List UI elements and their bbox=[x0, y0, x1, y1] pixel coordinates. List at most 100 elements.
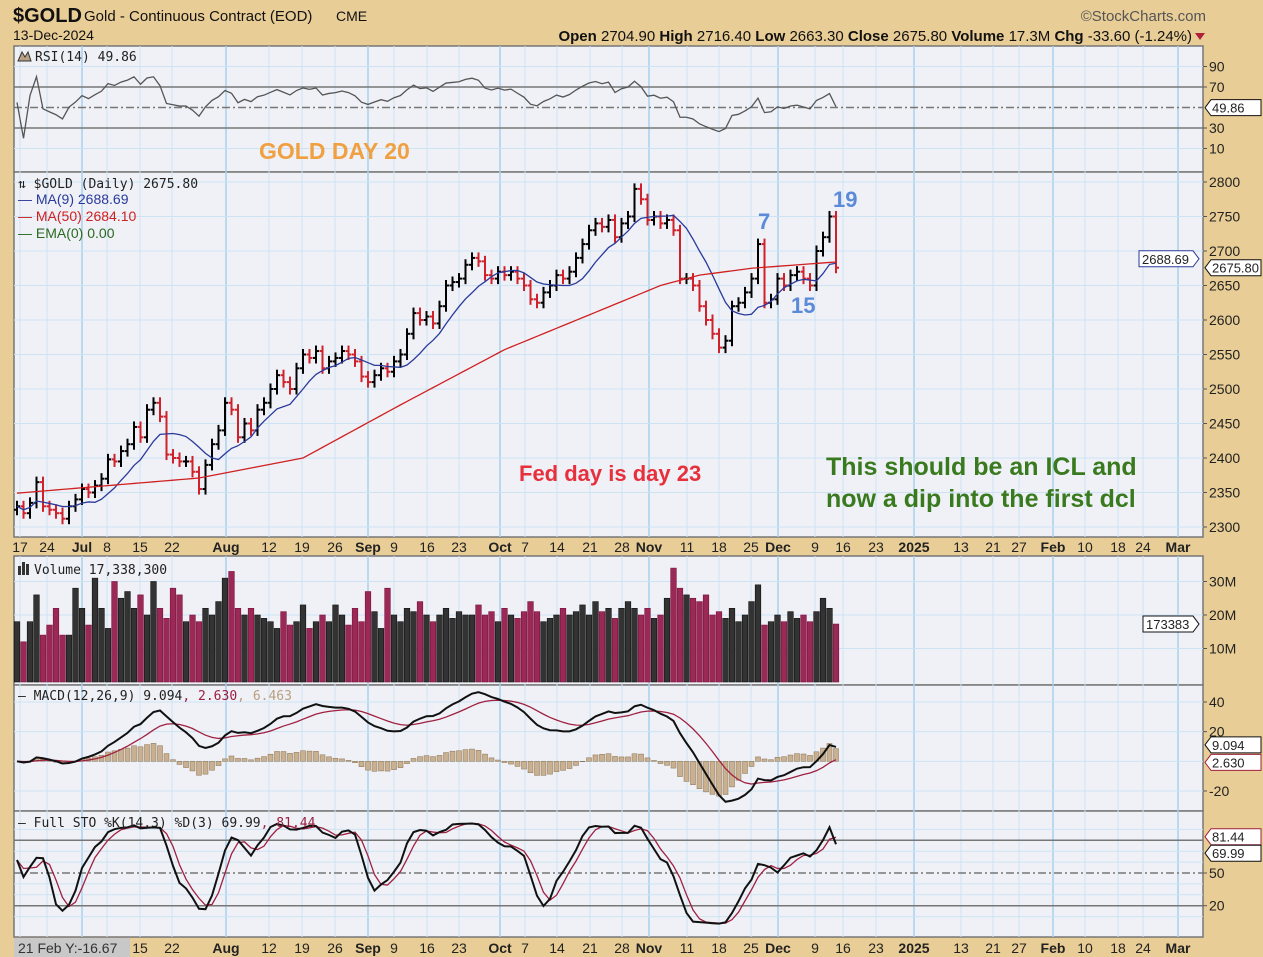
macd-histogram-bar bbox=[527, 761, 534, 773]
price-bar bbox=[625, 210, 631, 229]
price-bar bbox=[677, 224, 683, 285]
volume-bar bbox=[728, 607, 736, 683]
price-bar bbox=[157, 397, 163, 423]
macd-histogram-bar bbox=[417, 756, 423, 762]
x-tick-label-top: 15 bbox=[132, 539, 148, 555]
volume-bar bbox=[462, 614, 469, 683]
price-bar bbox=[222, 397, 228, 436]
x-tick-label-top: 23 bbox=[868, 539, 884, 555]
macd-histogram-bar bbox=[631, 753, 638, 762]
price-tick-label: 2500 bbox=[1209, 381, 1240, 397]
volume-bar bbox=[832, 623, 840, 683]
price-bar bbox=[215, 424, 222, 450]
price-bar bbox=[274, 369, 280, 395]
volume-bar bbox=[676, 587, 684, 683]
volume-bar bbox=[637, 614, 645, 683]
volume-bar bbox=[130, 607, 138, 683]
x-tick-label-bottom: 16 bbox=[419, 940, 435, 956]
macd-histogram-bar bbox=[183, 761, 189, 768]
x-tick-label-top: 2025 bbox=[898, 539, 929, 555]
volume-bar bbox=[488, 611, 495, 683]
price-bar bbox=[261, 397, 267, 416]
volume-bar bbox=[176, 594, 183, 683]
x-tick-label-bottom: 21 bbox=[985, 940, 1001, 956]
macd-histogram-bar bbox=[514, 761, 521, 767]
price-bar bbox=[196, 466, 202, 495]
macd-histogram-bar bbox=[456, 750, 462, 762]
price-tick-label: 2650 bbox=[1209, 278, 1240, 294]
macd-histogram-bar bbox=[209, 761, 215, 771]
macd-histogram-bar bbox=[807, 755, 813, 762]
x-tick-label-bottom: 19 bbox=[294, 940, 310, 956]
volume-tag: 173383 bbox=[1146, 617, 1189, 632]
volume-bar bbox=[325, 621, 333, 683]
ma9-line bbox=[16, 214, 837, 511]
volume-bar bbox=[475, 604, 482, 683]
crosshair-readout: 21 Feb Y:-16.67 bbox=[18, 940, 118, 956]
volume-bar bbox=[247, 607, 255, 683]
price-bar bbox=[644, 193, 651, 226]
macd-histogram-bar bbox=[774, 757, 781, 762]
macd-histogram-bar bbox=[352, 761, 358, 763]
volume-bar bbox=[527, 601, 534, 683]
x-tick-label-top: Dec bbox=[765, 539, 791, 555]
volume-bar bbox=[449, 618, 456, 683]
note-line-1: This should be an ICL and bbox=[826, 453, 1137, 481]
price-bar bbox=[417, 307, 423, 326]
sto-tick-label: 20 bbox=[1209, 898, 1225, 914]
price-bar bbox=[696, 279, 703, 312]
volume-bar bbox=[117, 597, 125, 683]
x-tick-label-bottom: Aug bbox=[212, 940, 239, 956]
volume-bar bbox=[98, 607, 105, 683]
x-tick-label-top: 18 bbox=[711, 539, 727, 555]
volume-bar bbox=[546, 618, 554, 683]
x-tick-label-top: 18 bbox=[1110, 539, 1126, 555]
x-tick-label-top: Jul bbox=[72, 539, 92, 555]
rsi-tick-label: 70 bbox=[1209, 79, 1225, 95]
price-bar bbox=[742, 286, 748, 309]
x-tick-label-top: 12 bbox=[261, 539, 277, 555]
volume-tick-label: 20M bbox=[1209, 607, 1236, 623]
price-tick-label: 2300 bbox=[1209, 519, 1240, 535]
x-tick-label-top: 24 bbox=[1135, 539, 1151, 555]
volume-bar bbox=[241, 614, 248, 683]
macd-histogram-bar bbox=[215, 761, 222, 766]
x-tick-label-top: Feb bbox=[1041, 539, 1066, 555]
volume-bar bbox=[221, 577, 229, 683]
x-tick-label-bottom: 9 bbox=[811, 940, 819, 956]
volume-bar bbox=[195, 621, 203, 683]
macd-histogram-bar bbox=[345, 760, 352, 762]
sto-k-tag: 69.99 bbox=[1212, 846, 1245, 861]
volume-bar bbox=[605, 607, 612, 683]
macd-histogram-bar bbox=[267, 753, 274, 762]
macd-histogram-bar bbox=[677, 761, 683, 777]
x-tick-label-bottom: Feb bbox=[1041, 940, 1066, 956]
x-tick-label-top: 11 bbox=[680, 539, 695, 555]
fed-day-annotation: Fed day is day 23 bbox=[519, 461, 701, 486]
price-bar bbox=[170, 449, 176, 464]
price-bar bbox=[313, 345, 319, 364]
x-tick-label-top: 10 bbox=[1077, 539, 1093, 555]
macd-histogram-bar bbox=[573, 761, 579, 766]
volume-bar bbox=[585, 614, 593, 683]
macd-histogram-bar bbox=[176, 761, 183, 765]
price-bar bbox=[612, 214, 618, 243]
macd-histogram-bar bbox=[748, 761, 755, 767]
macd-histogram-bar bbox=[287, 753, 293, 762]
x-tick-label-top: Nov bbox=[636, 539, 663, 555]
x-tick-label-bottom: Mar bbox=[1166, 940, 1191, 956]
macd-histogram-bar bbox=[833, 748, 839, 762]
price-bar bbox=[189, 455, 196, 478]
macd-signal-line bbox=[16, 699, 837, 785]
price-bar bbox=[40, 476, 46, 512]
rsi-icon bbox=[17, 50, 32, 62]
x-tick-label-bottom: 28 bbox=[614, 940, 630, 956]
price-tick-label: 2350 bbox=[1209, 485, 1240, 501]
volume-bar bbox=[800, 614, 807, 683]
macd-histogram-bar bbox=[462, 749, 469, 762]
macd-histogram-bar bbox=[768, 759, 774, 762]
price-bar bbox=[300, 348, 306, 374]
macd-histogram-bar bbox=[443, 752, 449, 762]
macd-histogram-bar bbox=[781, 756, 787, 762]
macd-histogram-bar bbox=[131, 745, 137, 762]
